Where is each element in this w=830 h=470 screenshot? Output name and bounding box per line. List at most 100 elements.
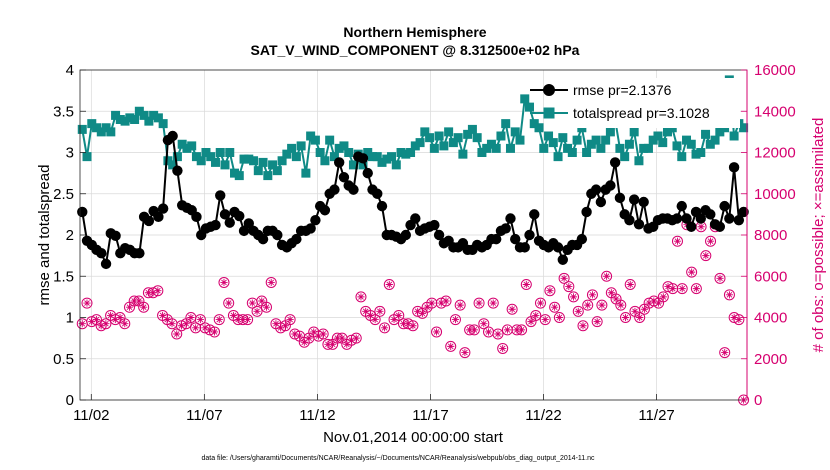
obs-assimilated-marker <box>456 301 464 309</box>
totalspread-point <box>586 139 596 149</box>
obs-assimilated-marker <box>721 348 729 357</box>
obs-assimilated-marker <box>305 334 313 342</box>
totalspread-point <box>268 160 278 170</box>
obs-point <box>544 285 556 297</box>
obs-possible-marker <box>100 318 112 330</box>
obs-possible-marker <box>530 309 542 321</box>
y-tick-right-label: 12000 <box>754 145 796 162</box>
totalspread-point <box>729 131 739 141</box>
totalspread-point <box>272 166 282 176</box>
obs-point <box>516 324 528 336</box>
x-axis-label: Nov.01,2014 00:00:00 start <box>323 429 504 446</box>
obs-possible-marker <box>431 326 443 338</box>
obs-point <box>369 314 381 326</box>
obs-assimilated-marker <box>532 311 540 320</box>
totalspread-point <box>220 160 230 170</box>
obs-assimilated-marker <box>135 297 143 305</box>
rmse-point <box>329 184 340 195</box>
y-tick-left-label: 3 <box>66 145 74 162</box>
obs-assimilated-marker <box>706 237 715 245</box>
obs-assimilated-marker <box>428 299 436 307</box>
obs-point <box>657 291 669 303</box>
rmse-point <box>429 219 440 231</box>
obs-assimilated-marker <box>267 278 275 287</box>
obs-possible-marker <box>568 291 580 303</box>
x-tick-label: 11/22 <box>525 407 561 424</box>
obs-possible-marker <box>733 314 745 326</box>
obs-possible-marker <box>591 316 603 328</box>
totalspread-point <box>177 139 187 149</box>
rmse-point <box>348 184 359 195</box>
totalspread-point <box>196 156 206 166</box>
obs-possible-marker <box>445 340 457 352</box>
totalspread-point <box>548 138 558 148</box>
obs-assimilated-marker <box>196 315 204 324</box>
obs-point <box>171 328 183 340</box>
obs-assimilated-marker <box>243 315 252 324</box>
totalspread-point <box>505 143 515 153</box>
obs-point <box>506 303 518 315</box>
totalspread-point <box>82 152 92 162</box>
rmse-point <box>243 218 254 229</box>
obs-assimilated-marker <box>569 293 578 301</box>
obs-point <box>577 320 589 332</box>
obs-assimilated-marker <box>385 280 393 289</box>
obs-possible-marker <box>284 314 296 326</box>
totalspread-point <box>662 127 672 137</box>
y-axis-right-ticks: 0 2000 4000 6000 8000 10000 12000 14000 16000 <box>741 62 796 409</box>
y-tick-right-label: 0 <box>754 392 762 409</box>
totalspread-point <box>491 143 501 153</box>
totalspread-point <box>344 148 354 157</box>
totalspread-point <box>525 102 535 112</box>
obs-assimilated-marker <box>272 320 280 328</box>
obs-point <box>563 281 575 293</box>
totalspread-point <box>263 171 273 181</box>
obs-possible-marker <box>714 272 726 284</box>
rmse-point <box>500 223 511 234</box>
obs-possible-marker <box>624 279 636 290</box>
rmse-point <box>100 258 112 270</box>
totalspread-point <box>653 131 663 141</box>
totalspread-point <box>672 141 682 151</box>
totalspread-point <box>125 113 135 123</box>
obs-point <box>194 314 206 326</box>
obs-point <box>426 297 438 309</box>
y-tick-right-label: 6000 <box>754 268 787 285</box>
totalspread-point <box>739 123 749 133</box>
x-tick-label: 11/17 <box>412 407 448 424</box>
data-file-footnote: data file: /Users/gharamti/Documents/NCA… <box>201 455 595 462</box>
obs-assimilated-marker <box>621 313 630 322</box>
totalspread-point <box>296 141 306 151</box>
obs-possible-marker <box>379 322 391 334</box>
rmse-point <box>338 172 350 183</box>
totalspread-point <box>282 149 292 159</box>
totalspread-point <box>463 129 473 139</box>
totalspread-point <box>134 106 144 116</box>
obs-point <box>379 322 391 334</box>
obs-point <box>723 289 735 301</box>
obs-possible-marker <box>171 328 183 340</box>
obs-assimilated-marker <box>163 315 171 324</box>
obs-point <box>209 326 221 338</box>
totalspread-point <box>510 127 520 137</box>
totalspread-point <box>172 152 182 162</box>
rmse-point <box>372 188 383 199</box>
totalspread-point <box>591 135 601 145</box>
obs-point <box>440 295 452 307</box>
obs-assimilated-marker <box>158 311 167 320</box>
totalspread-point <box>187 141 197 151</box>
obs-possible-marker <box>686 266 698 278</box>
obs-assimilated-marker <box>725 291 734 299</box>
obs-assimilated-marker <box>338 334 346 342</box>
rmse-point <box>219 209 231 220</box>
obs-point <box>284 314 296 326</box>
totalspread-point <box>377 157 387 167</box>
obs-assimilated-marker <box>480 320 488 328</box>
rmse-point <box>686 221 697 232</box>
obs-possible-marker <box>719 347 731 359</box>
totalspread-point <box>225 148 235 157</box>
obs-assimilated-marker <box>173 330 181 338</box>
obs-assimilated-marker <box>626 280 634 289</box>
obs-point <box>690 283 702 295</box>
totalspread-point <box>558 133 568 143</box>
